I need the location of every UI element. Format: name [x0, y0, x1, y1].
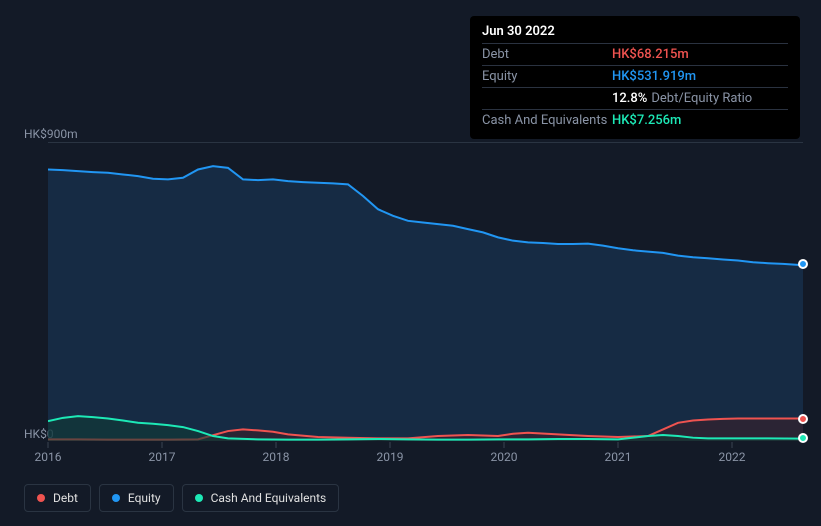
tooltip-row: EquityHK$531.919m [482, 65, 788, 87]
x-axis-tick: 2017 [149, 450, 176, 464]
tooltip-label [482, 91, 612, 106]
tooltip-date: Jun 30 2022 [482, 24, 788, 43]
tooltip-row: 12.8% Debt/Equity Ratio [482, 87, 788, 109]
y-axis-label: HK$900m [24, 127, 78, 141]
chart-svg [48, 143, 803, 441]
tooltip-value: HK$531.919m [612, 69, 696, 84]
series-end-marker [798, 433, 808, 443]
tooltip-value: HK$7.256m [612, 113, 681, 128]
tooltip-row: DebtHK$68.215m [482, 43, 788, 65]
chart-tooltip: Jun 30 2022 DebtHK$68.215mEquityHK$531.9… [470, 16, 800, 139]
tooltip-label: Cash And Equivalents [482, 113, 612, 128]
x-axis-tick: 2021 [605, 450, 632, 464]
tooltip-row: Cash And EquivalentsHK$7.256m [482, 109, 788, 131]
tooltip-value: HK$68.215m [612, 47, 689, 62]
legend-color-dot [195, 494, 203, 502]
tooltip-label: Equity [482, 69, 612, 84]
series-end-marker [798, 259, 808, 269]
series-end-marker [798, 414, 808, 424]
tooltip-value: 12.8% [612, 91, 647, 106]
legend-color-dot [112, 494, 120, 502]
chart-legend: Debt Equity Cash And Equivalents [24, 484, 339, 512]
legend-label: Debt [53, 491, 78, 505]
x-axis-tick: 2018 [263, 450, 290, 464]
tooltip-extra: Debt/Equity Ratio [651, 91, 752, 106]
x-axis-tick: 2016 [35, 450, 62, 464]
tooltip-label: Debt [482, 47, 612, 62]
x-axis-tick: 2022 [719, 450, 746, 464]
legend-label: Equity [128, 491, 161, 505]
legend-label: Cash And Equivalents [211, 491, 327, 505]
legend-item[interactable]: Equity [99, 484, 174, 512]
x-axis-tick: 2019 [377, 450, 404, 464]
chart-plot-area [48, 142, 803, 440]
legend-color-dot [37, 494, 45, 502]
equity-area [48, 166, 803, 441]
legend-item[interactable]: Cash And Equivalents [182, 484, 340, 512]
x-axis-tick: 2020 [491, 450, 518, 464]
legend-item[interactable]: Debt [24, 484, 91, 512]
